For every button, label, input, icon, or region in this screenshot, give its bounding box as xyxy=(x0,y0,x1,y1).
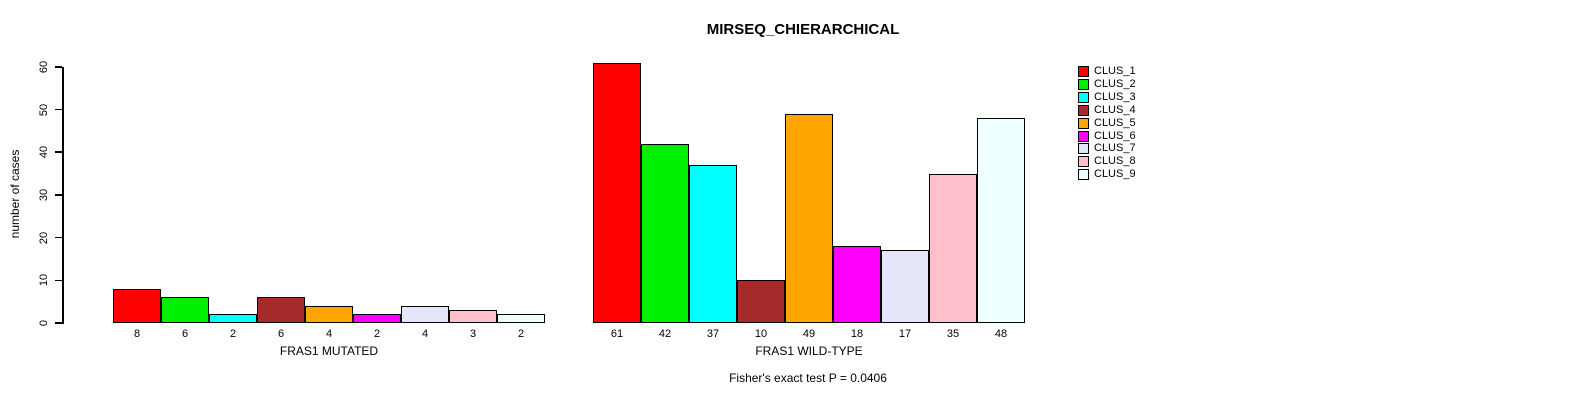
bar-clus_7 xyxy=(881,250,929,323)
y-tick-label: 30 xyxy=(38,188,50,202)
bar-clus_9 xyxy=(977,118,1025,323)
bar-value-label: 18 xyxy=(850,328,864,340)
y-tick-label: 60 xyxy=(38,60,50,73)
legend-label-clus_1: CLUS_1 xyxy=(1094,65,1136,77)
bar-clus_3 xyxy=(209,314,257,323)
bar-value-label: 2 xyxy=(229,328,237,340)
bar-value-label: 2 xyxy=(373,328,381,340)
y-tick-label: 40 xyxy=(38,146,50,159)
bar-clus_8 xyxy=(449,310,497,323)
bar-clus_1 xyxy=(113,288,161,323)
bar-clus_1 xyxy=(593,62,641,323)
bar-value-label: 10 xyxy=(754,328,768,340)
legend-swatch-clus_3 xyxy=(1078,91,1089,103)
legend-label-clus_8: CLUS_8 xyxy=(1094,155,1136,168)
legend-label-clus_6: CLUS_6 xyxy=(1094,129,1136,142)
y-axis-line xyxy=(62,66,64,324)
bar-value-label: 3 xyxy=(469,328,477,340)
x-axis-group-label: FRAS1 MUTATED xyxy=(279,344,379,358)
bar-clus_6 xyxy=(833,246,881,323)
legend-label-clus_7: CLUS_7 xyxy=(1094,142,1136,155)
bar-value-label: 2 xyxy=(517,328,525,340)
y-tick-mark xyxy=(55,66,62,68)
legend-swatch-clus_4 xyxy=(1078,104,1089,116)
bar-clus_8 xyxy=(929,173,977,323)
bar-value-label: 4 xyxy=(325,328,333,340)
caption: Fisher's exact test P = 0.0406 xyxy=(729,371,887,385)
legend-label-clus_2: CLUS_2 xyxy=(1094,77,1136,90)
x-axis-group-label: FRAS1 WILD-TYPE xyxy=(755,344,863,358)
bar-clus_6 xyxy=(353,314,401,323)
legend-swatch-clus_8 xyxy=(1078,156,1089,168)
bar-clus_9 xyxy=(497,314,545,323)
y-tick-label: 20 xyxy=(38,231,50,244)
y-tick-mark xyxy=(55,236,62,239)
bar-value-label: 17 xyxy=(898,328,912,340)
chart-title: MIRSEQ_CHIERARCHICAL xyxy=(706,21,900,38)
legend-label-clus_4: CLUS_4 xyxy=(1094,103,1136,116)
y-tick-label: 10 xyxy=(38,274,50,287)
bar-clus_4 xyxy=(257,297,305,323)
legend-swatch-clus_9 xyxy=(1078,169,1089,181)
bar-value-label: 37 xyxy=(706,328,720,340)
bar-value-label: 61 xyxy=(610,328,624,340)
bar-value-label: 48 xyxy=(994,328,1008,340)
bar-value-label: 4 xyxy=(421,328,429,340)
bar-clus_3 xyxy=(689,165,737,323)
bar-clus_2 xyxy=(641,143,689,323)
legend-swatch-clus_6 xyxy=(1078,130,1089,142)
legend-swatch-clus_2 xyxy=(1078,78,1089,90)
bar-clus_7 xyxy=(401,305,449,323)
bar-clus_4 xyxy=(737,280,785,323)
legend-swatch-clus_1 xyxy=(1078,66,1089,77)
bar-value-label: 49 xyxy=(802,328,816,340)
bar-value-label: 8 xyxy=(133,328,141,340)
bar-value-label: 35 xyxy=(946,328,960,340)
y-tick-mark xyxy=(55,322,62,324)
bar-value-label: 42 xyxy=(658,328,672,340)
legend-label-clus_5: CLUS_5 xyxy=(1094,116,1136,129)
y-tick-label: 50 xyxy=(38,103,50,116)
y-tick-mark xyxy=(55,151,62,153)
y-tick-mark xyxy=(55,194,62,196)
bar-clus_5 xyxy=(785,113,833,323)
legend-label-clus_9: CLUS_9 xyxy=(1094,168,1136,181)
bar-clus_5 xyxy=(305,305,353,323)
legend-swatch-clus_5 xyxy=(1078,117,1089,129)
y-axis-label: number of cases xyxy=(8,149,22,239)
bar-clus_2 xyxy=(161,297,209,323)
y-tick-label: 0 xyxy=(38,319,50,327)
legend-label-clus_3: CLUS_3 xyxy=(1094,90,1136,103)
legend-swatch-clus_7 xyxy=(1078,143,1089,155)
y-tick-mark xyxy=(55,279,62,282)
bar-value-label: 6 xyxy=(277,328,285,340)
bar-value-label: 6 xyxy=(181,328,189,340)
y-tick-mark xyxy=(55,108,62,111)
